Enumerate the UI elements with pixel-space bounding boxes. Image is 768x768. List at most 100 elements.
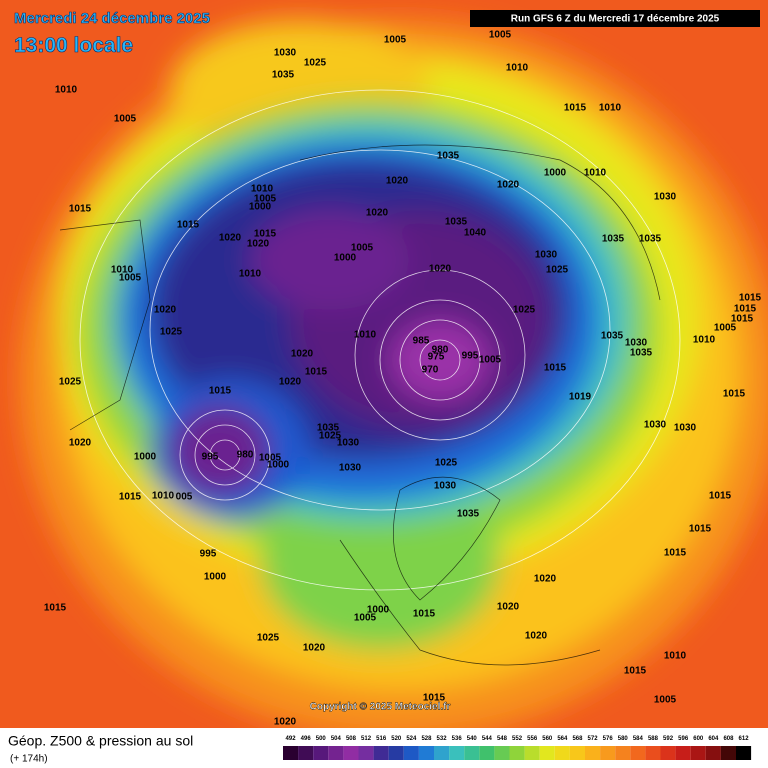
isobar-label: 1025 [513,305,536,316]
legend-swatch [675,746,691,760]
isobar-label: 1015 [734,304,757,315]
isobar-label: 1030 [644,420,667,431]
isobar-label: 1010 [55,85,78,96]
legend-swatch [600,746,616,760]
isobar-label: 1010 [664,651,687,662]
legend-label: 608 [723,736,734,742]
legend-swatch [313,746,329,760]
isobar-label: 1000 [204,572,227,583]
legend-swatch [539,746,555,760]
isobar-label: 1025 [160,327,183,338]
isobar-label: 1020 [154,305,177,316]
isobar-label: 1010 [251,184,274,195]
isobar-label: 1000 [249,202,272,213]
isobar-label: 1005 [489,30,512,41]
legend-label: 516 [376,736,387,742]
isobar-label: 1010 [599,103,622,114]
legend-label: 504 [331,736,342,742]
isobar-label: 985 [413,336,430,347]
isobar-label: 1020 [69,438,92,449]
isobar-label: 005 [176,492,193,503]
legend-swatch [464,746,480,760]
legend-label: 564 [557,736,568,742]
isobar-label: 1035 [602,234,625,245]
isobar-label: 1019 [569,392,592,403]
legend-swatch [283,746,299,760]
isobar-label: 1015 [709,491,732,502]
isobar-label: 1015 [689,524,712,535]
isobar-label: 995 [202,452,219,463]
isobar-label: 1025 [546,265,569,276]
isobar-label: 1025 [319,431,342,442]
legend-swatch [343,746,359,760]
legend-label: 512 [361,736,372,742]
run-info: Run GFS 6 Z du Mercredi 17 décembre 2025 [511,14,720,25]
legend-label: 492 [286,736,297,742]
legend-swatch [434,746,450,760]
isobar-label: 1020 [534,574,557,585]
legend-swatch [660,746,676,760]
isobar-label: 1020 [366,208,389,219]
isobar-label: 995 [462,351,479,362]
legend-label: 528 [421,736,432,742]
isobar-label: 1015 [739,293,762,304]
legend-swatch [585,746,601,760]
isobar-label: 1005 [354,613,377,624]
legend-swatch [554,746,570,760]
legend-swatch [509,746,525,760]
legend-label: 532 [437,736,448,742]
isobar-label: 1035 [639,234,662,245]
legend-label: 552 [512,736,523,742]
isobar-label: 1015 [177,220,200,231]
isobar-label: 1020 [497,180,520,191]
isobar-label: 1025 [59,377,82,388]
isobar-label: 1025 [257,633,280,644]
isobar-label: 1010 [152,491,175,502]
isobar-label: 1030 [674,423,697,434]
isobar-label: 1015 [564,103,587,114]
legend-label: 576 [603,736,614,742]
local-time: 13:00 locale [14,34,133,57]
legend-label: 580 [618,736,629,742]
legend-label: 612 [739,736,750,742]
legend-label: 524 [406,736,417,742]
legend-label: 544 [482,736,493,742]
isobar-label: 1020 [219,233,242,244]
legend-swatch [690,746,706,760]
legend-label: 592 [663,736,674,742]
isobar-label: 1005 [254,194,277,205]
isobar-label: 1000 [134,452,157,463]
isobar-label: 1005 [384,35,407,46]
legend-label: 568 [572,736,583,742]
isobar-label: 1010 [584,168,607,179]
isobar-label: 1005 [119,273,142,284]
isobar-label: 1000 [544,168,567,179]
isobar-label: 1005 [479,355,502,366]
isobar-label: 1020 [525,631,548,642]
legend-label: 520 [391,736,402,742]
colorbar: 492 496 500 504 508 512 516 520 524 528 532 536 540 5… [283,736,752,760]
legend-label: 572 [588,736,599,742]
isobar-label: 980 [237,450,254,461]
legend-label: 508 [346,736,357,742]
isobar-label: 1005 [351,243,374,254]
legend-swatch [388,746,404,760]
isobar-label: 1020 [247,239,270,250]
isobar-label: 1020 [497,602,520,613]
isobar-label: 1030 [339,463,362,474]
isobar-label: 1035 [457,509,480,520]
isobar-label: 1015 [423,693,446,704]
isobar-label: 1020 [279,377,302,388]
isobar-label: 1015 [209,386,232,397]
legend-swatch [358,746,374,760]
isobar-label: 970 [422,365,439,376]
isobar-label: 1035 [272,70,295,81]
copyright: Copyright © 2025 Meteociel.fr [310,702,451,713]
legend-swatch [449,746,465,760]
legend-swatch [328,746,344,760]
legend-label: 600 [693,736,704,742]
isobar-label: 1005 [714,323,737,334]
isobar-label: 1005 [259,453,282,464]
